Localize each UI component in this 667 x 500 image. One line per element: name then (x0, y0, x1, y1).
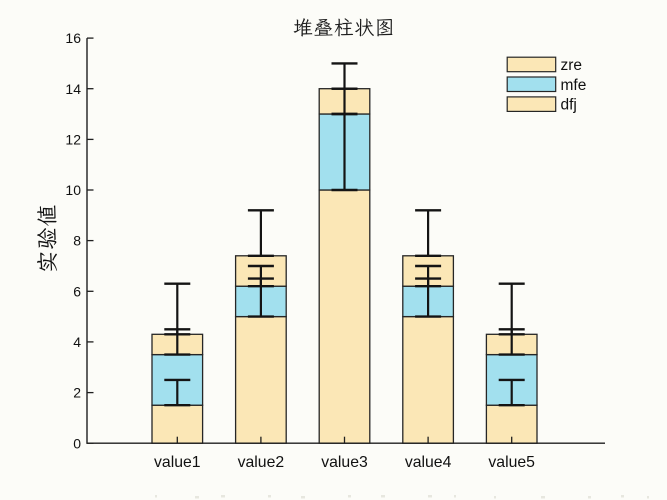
svg-text:4: 4 (73, 334, 81, 350)
svg-text:mfe: mfe (561, 77, 587, 94)
svg-text:value2: value2 (238, 454, 285, 471)
svg-text:value4: value4 (405, 454, 452, 471)
svg-text:12: 12 (65, 132, 81, 148)
svg-text:6: 6 (73, 283, 81, 299)
svg-text:0: 0 (73, 435, 81, 451)
svg-text:16: 16 (65, 30, 81, 46)
svg-text:value3: value3 (321, 454, 368, 471)
svg-text:zre: zre (561, 57, 583, 74)
svg-text:value1: value1 (154, 454, 201, 471)
svg-text:2: 2 (73, 385, 81, 401)
svg-text:dfj: dfj (561, 97, 577, 114)
svg-text:10: 10 (65, 182, 81, 198)
svg-text:8: 8 (73, 233, 81, 249)
svg-text:14: 14 (65, 81, 81, 97)
svg-text:value5: value5 (488, 454, 535, 471)
